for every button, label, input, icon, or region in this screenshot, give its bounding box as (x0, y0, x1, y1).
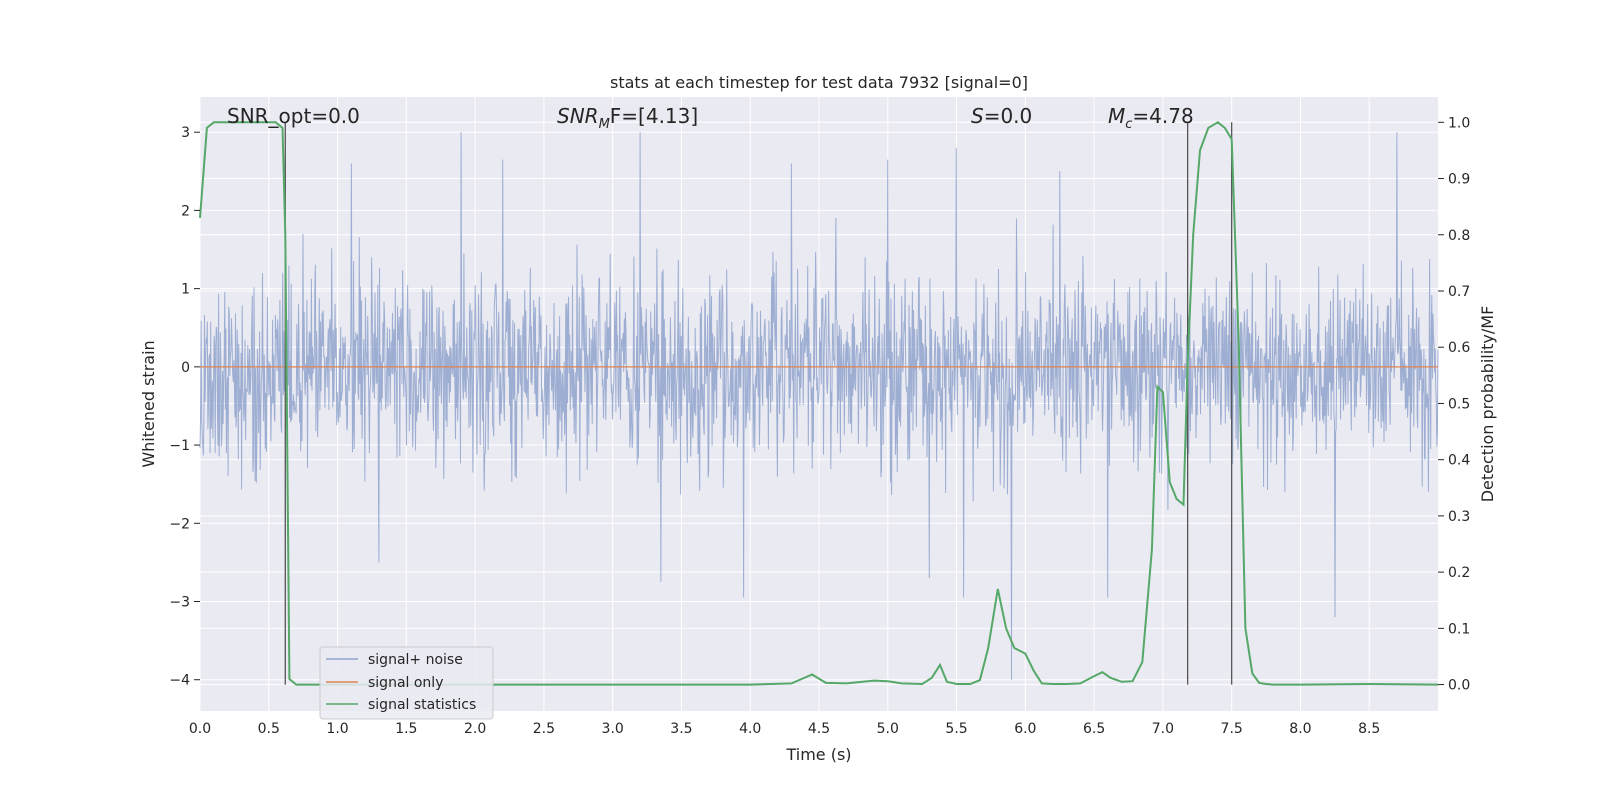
x-tick-label: 7.5 (1221, 721, 1243, 737)
y-tick-label-left: −1 (169, 438, 190, 454)
signal-statistics-series (199, 121, 1439, 686)
y-tick-label-left: 1 (181, 282, 190, 298)
y-tick-label-left: −2 (169, 516, 190, 532)
y-tick-label-right: 0.8 (1448, 228, 1470, 244)
x-tick-label: 0.0 (189, 721, 211, 737)
annotation-snr-opt: SNR_opt=0.0 (227, 104, 360, 128)
legend-label-signal-only: signal only (368, 675, 443, 691)
y-tick-label-right: 0.7 (1448, 284, 1470, 300)
chart-title: stats at each timestep for test data 793… (610, 73, 1028, 92)
x-tick-label: 7.0 (1152, 721, 1174, 737)
annotation-s: S=0.0 (971, 104, 1032, 128)
x-tick-label: 2.0 (464, 721, 486, 737)
x-tick-label: 2.5 (533, 721, 555, 737)
x-tick-label: 0.5 (258, 721, 280, 737)
legend: signal+ noise signal only signal statist… (319, 646, 494, 720)
x-tick-label: 4.0 (739, 721, 761, 737)
tick-labels: 0.0 0.5 1.0 1.5 2.0 2.5 3.0 3.5 4.0 4.5 5.0 5.5 6.0 6… (169, 115, 1470, 737)
x-tick-label: 3.5 (670, 721, 692, 737)
y-axis-label-right: Detection probability/MF (1478, 306, 1497, 503)
legend-label-signal-noise: signal+ noise (368, 652, 463, 668)
y-tick-label-left: 3 (181, 125, 190, 141)
y-axis-label-left: Whitened strain (139, 340, 158, 467)
x-tick-label: 8.5 (1358, 721, 1380, 737)
y-tick-label-right: 1.0 (1448, 115, 1470, 131)
x-axis-label: Time (s) (785, 745, 851, 764)
x-tick-label: 6.0 (1014, 721, 1036, 737)
annotation-snr-mf: SNRMF=[4.13] (557, 104, 698, 132)
x-tick-label: 3.0 (602, 721, 624, 737)
signal-statistics-line (199, 121, 1439, 686)
x-tick-label: 5.0 (877, 721, 899, 737)
y-tick-label-right: 0.0 (1448, 678, 1470, 694)
y-tick-label-right: 0.9 (1448, 172, 1470, 188)
y-tick-label-right: 0.6 (1448, 340, 1470, 356)
y-tick-label-left: 0 (181, 360, 190, 376)
y-tick-label-right: 0.3 (1448, 509, 1470, 525)
legend-label-signal-statistics: signal statistics (368, 697, 476, 713)
legend-box (319, 646, 494, 720)
y-tick-label-left: 2 (181, 203, 190, 219)
y-tick-label-left: −4 (169, 673, 190, 689)
y-tick-label-left: −3 (169, 594, 190, 610)
x-tick-label: 4.5 (808, 721, 830, 737)
x-tick-label: 8.0 (1289, 721, 1311, 737)
y-tick-label-right: 0.4 (1448, 453, 1470, 469)
y-tick-label-right: 0.1 (1448, 621, 1470, 637)
x-tick-label: 6.5 (1083, 721, 1105, 737)
x-tick-label: 5.5 (945, 721, 967, 737)
y-tick-label-right: 0.2 (1448, 565, 1470, 581)
annotation-mc: Mc=4.78 (1108, 104, 1194, 132)
x-tick-label: 1.0 (326, 721, 348, 737)
x-tick-label: 1.5 (395, 721, 417, 737)
y-tick-label-right: 0.5 (1448, 396, 1470, 412)
